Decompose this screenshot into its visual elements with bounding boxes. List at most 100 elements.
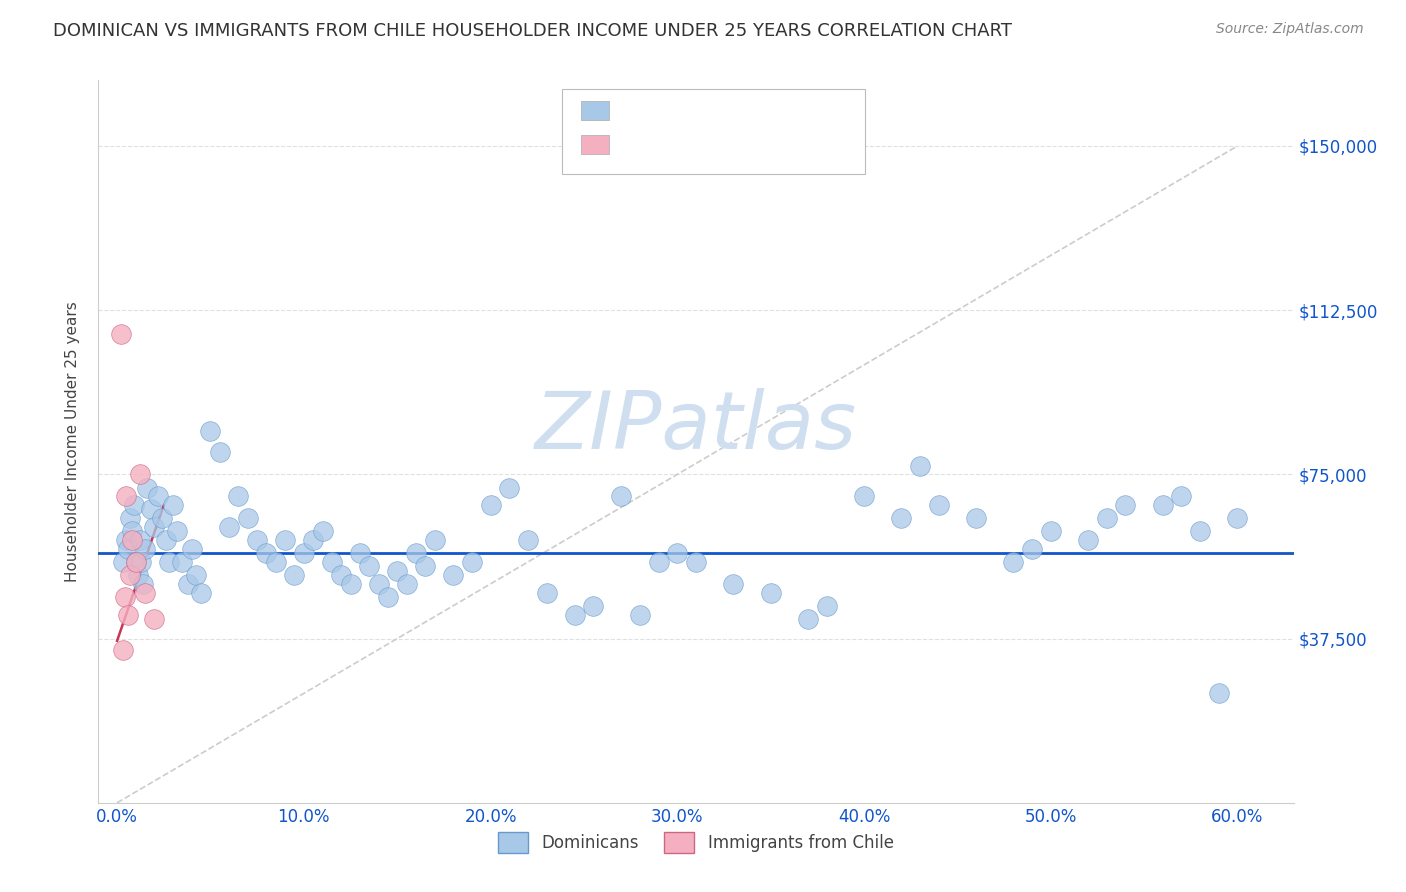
Point — [349, 546, 371, 560]
Point — [928, 498, 950, 512]
Point — [274, 533, 297, 547]
Point — [498, 481, 520, 495]
Point — [155, 533, 177, 547]
Point — [128, 467, 150, 482]
Point — [423, 533, 446, 547]
Text: DOMINICAN VS IMMIGRANTS FROM CHILE HOUSEHOLDER INCOME UNDER 25 YEARS CORRELATION: DOMINICAN VS IMMIGRANTS FROM CHILE HOUSE… — [53, 22, 1012, 40]
Point — [208, 445, 231, 459]
Point — [1021, 541, 1043, 556]
Text: 84: 84 — [792, 103, 814, 117]
Point — [121, 533, 143, 547]
Point — [218, 520, 240, 534]
Point — [120, 568, 142, 582]
Point — [236, 511, 259, 525]
Point — [461, 555, 484, 569]
Text: N =: N = — [752, 103, 789, 117]
Point — [256, 546, 278, 560]
Point — [110, 327, 132, 342]
Point — [321, 555, 343, 569]
Point — [1170, 489, 1192, 503]
Point — [367, 577, 389, 591]
Point — [117, 607, 139, 622]
Point — [377, 590, 399, 604]
Point — [166, 524, 188, 539]
Point — [292, 546, 315, 560]
Point — [115, 489, 138, 503]
Point — [1039, 524, 1062, 539]
Point — [339, 577, 361, 591]
Point — [359, 559, 381, 574]
Text: ZIPatlas: ZIPatlas — [534, 388, 858, 467]
Point — [311, 524, 333, 539]
Point — [302, 533, 325, 547]
Point — [908, 458, 931, 473]
Point — [127, 568, 149, 582]
Point — [1095, 511, 1118, 525]
Point — [685, 555, 707, 569]
Point — [283, 568, 305, 582]
Point — [139, 502, 162, 516]
Point — [132, 577, 155, 591]
Point — [815, 599, 838, 613]
Point — [117, 541, 139, 556]
Point — [628, 607, 651, 622]
Text: 0.217: 0.217 — [657, 136, 718, 151]
Point — [120, 511, 142, 525]
Point — [111, 555, 134, 569]
Legend: Dominicans, Immigrants from Chile: Dominicans, Immigrants from Chile — [492, 826, 900, 860]
Point — [150, 511, 173, 525]
Point — [330, 568, 353, 582]
Point — [395, 577, 418, 591]
Point — [172, 555, 194, 569]
Text: Source: ZipAtlas.com: Source: ZipAtlas.com — [1216, 22, 1364, 37]
Point — [1189, 524, 1212, 539]
Point — [723, 577, 745, 591]
Point — [111, 642, 134, 657]
Point — [1226, 511, 1249, 525]
Point — [441, 568, 464, 582]
Point — [125, 555, 148, 569]
Point — [115, 533, 138, 547]
Point — [564, 607, 586, 622]
Point — [536, 585, 558, 599]
Text: R =: R = — [616, 136, 651, 151]
Point — [405, 546, 427, 560]
Point — [134, 541, 156, 556]
Point — [177, 577, 200, 591]
Point — [190, 585, 212, 599]
Point — [890, 511, 912, 525]
Point — [666, 546, 689, 560]
Point — [134, 585, 156, 599]
Point — [162, 498, 184, 512]
Point — [246, 533, 269, 547]
Point — [385, 564, 409, 578]
Point — [647, 555, 669, 569]
Text: 11: 11 — [792, 136, 814, 151]
Point — [582, 599, 605, 613]
Point — [143, 520, 166, 534]
Y-axis label: Householder Income Under 25 years: Householder Income Under 25 years — [65, 301, 80, 582]
Point — [121, 524, 143, 539]
Point — [610, 489, 633, 503]
Point — [128, 533, 150, 547]
Point — [1152, 498, 1174, 512]
Point — [965, 511, 987, 525]
Point — [200, 424, 222, 438]
Point — [184, 568, 207, 582]
Point — [797, 612, 820, 626]
Point — [131, 555, 153, 569]
Point — [122, 498, 145, 512]
Text: R =: R = — [616, 103, 651, 117]
Text: -0.000: -0.000 — [657, 103, 714, 117]
Point — [264, 555, 287, 569]
Point — [853, 489, 876, 503]
Point — [148, 489, 170, 503]
Text: N =: N = — [752, 136, 789, 151]
Point — [1077, 533, 1099, 547]
Point — [136, 481, 159, 495]
Point — [125, 555, 148, 569]
Point — [114, 590, 136, 604]
Point — [157, 555, 180, 569]
Point — [1002, 555, 1025, 569]
Point — [759, 585, 782, 599]
